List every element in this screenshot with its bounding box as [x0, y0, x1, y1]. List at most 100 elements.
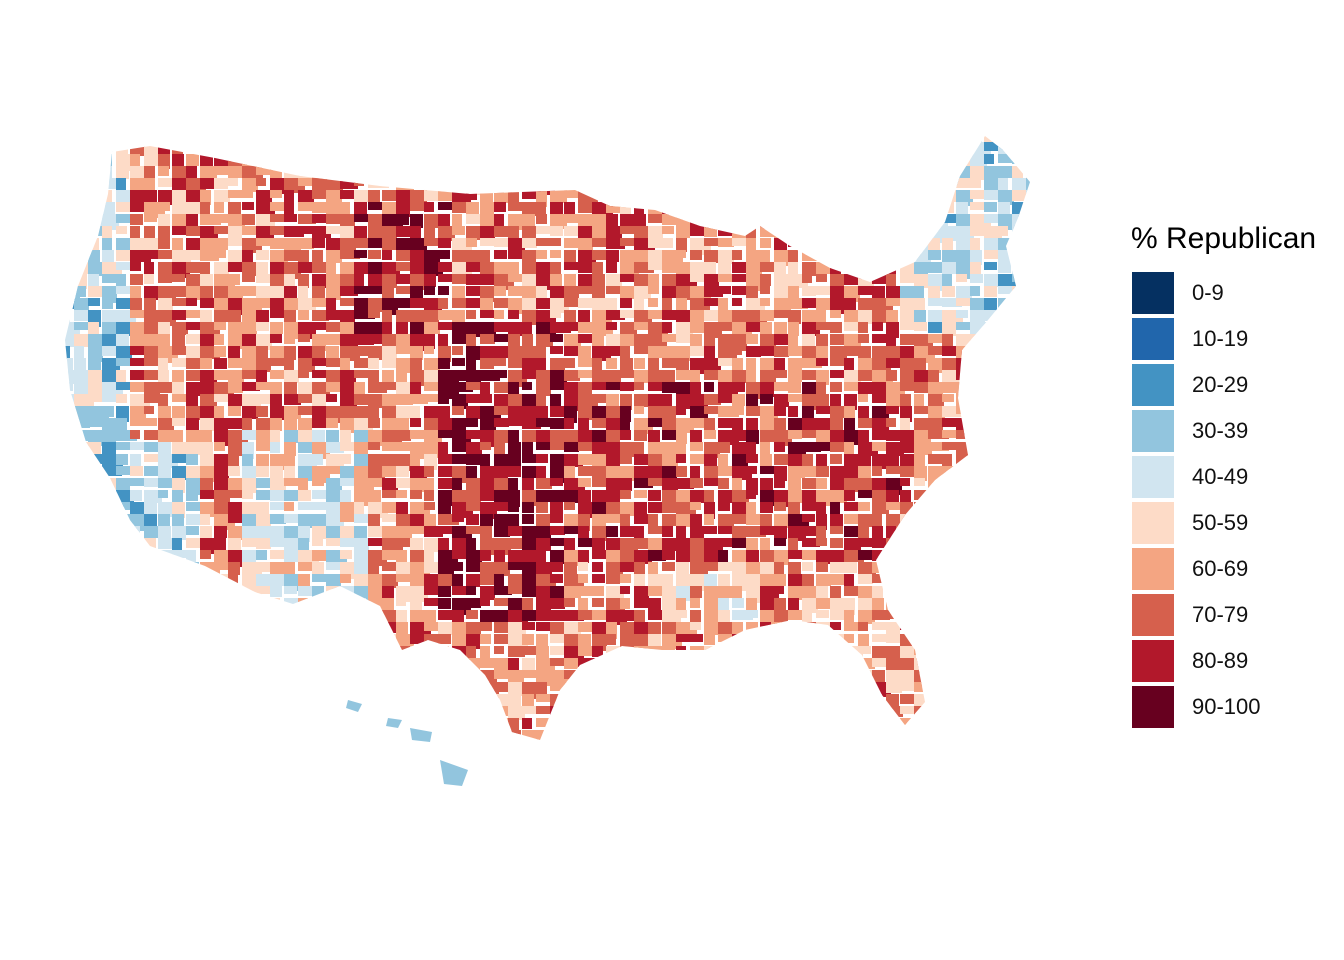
county-cell — [872, 262, 888, 274]
county-cell — [88, 526, 103, 538]
county-cell — [872, 178, 890, 194]
county-cell — [200, 286, 213, 298]
county-cell — [760, 202, 778, 217]
county-cell — [452, 346, 463, 355]
county-cell — [578, 694, 592, 711]
county-cell — [830, 538, 843, 548]
county-cell — [690, 670, 704, 686]
county-cell — [284, 526, 302, 540]
county-cell — [508, 406, 526, 419]
county-cell — [956, 442, 976, 456]
county-cell — [74, 286, 86, 297]
county-cell — [900, 586, 910, 601]
county-cell — [550, 490, 564, 502]
county-cell — [788, 586, 805, 600]
county-cell — [816, 694, 835, 708]
county-cell — [494, 346, 508, 358]
county-cell — [350, 744, 360, 752]
county-cell — [928, 262, 944, 273]
county-cell — [774, 610, 788, 626]
county-cell — [564, 694, 583, 705]
county-cell — [158, 658, 177, 674]
county-cell — [774, 274, 790, 286]
county-cell — [550, 442, 564, 450]
county-cell — [746, 346, 761, 357]
county-cell — [522, 646, 539, 655]
county-cell — [802, 178, 820, 191]
county-cell — [578, 478, 591, 487]
county-cell — [144, 622, 154, 639]
county-cell — [970, 718, 991, 728]
county-cell — [284, 562, 295, 576]
county-cell — [536, 154, 550, 166]
county-cell — [830, 142, 851, 159]
county-cell — [620, 562, 639, 572]
county-cell — [564, 238, 579, 248]
county-cell — [480, 154, 500, 168]
county-cell — [298, 730, 311, 740]
county-cell — [662, 658, 673, 670]
county-cell — [228, 226, 242, 238]
county-cell — [228, 658, 239, 671]
county-cell — [102, 658, 114, 668]
county-cell — [346, 700, 350, 704]
county-cell — [130, 478, 146, 486]
county-cell — [494, 430, 511, 443]
county-cell — [690, 178, 710, 194]
county-cell — [592, 478, 606, 487]
county-cell — [634, 610, 645, 624]
county-cell — [460, 712, 468, 720]
county-cell — [102, 370, 120, 383]
county-cell — [872, 550, 893, 561]
county-cell — [65, 250, 71, 264]
county-cell — [354, 598, 366, 612]
county-cell — [662, 430, 676, 440]
county-cell — [970, 682, 982, 695]
county-cell — [424, 286, 435, 295]
county-cell — [858, 622, 868, 631]
county-cell — [760, 406, 778, 418]
county-cell — [340, 574, 351, 583]
county-cell — [298, 370, 309, 378]
county-cell — [1012, 430, 1026, 444]
county-cell — [690, 742, 702, 759]
county-cell — [430, 768, 440, 776]
county-cell — [102, 154, 112, 169]
county-cell — [430, 784, 440, 786]
county-cell — [284, 454, 295, 467]
county-cell — [774, 382, 791, 391]
county-cell — [648, 238, 665, 248]
county-cell — [312, 178, 327, 191]
county-cell — [732, 598, 744, 608]
county-cell — [158, 610, 176, 621]
county-cell — [858, 166, 875, 174]
county-cell — [466, 274, 486, 285]
county-cell — [480, 418, 496, 430]
county-cell — [350, 776, 360, 784]
county-cell — [172, 274, 185, 282]
county-cell — [620, 730, 636, 740]
county-cell — [886, 454, 899, 466]
county-cell — [396, 322, 408, 334]
county-cell — [130, 382, 150, 392]
county-cell — [228, 598, 238, 607]
county-cell — [312, 742, 330, 757]
county-cell — [984, 622, 1005, 639]
county-cell — [606, 742, 623, 756]
county-cell — [746, 190, 763, 201]
county-cell — [662, 298, 672, 310]
county-cell — [704, 502, 715, 519]
county-cell — [326, 286, 341, 300]
county-cell — [1026, 574, 1030, 591]
county-cell — [380, 744, 390, 752]
county-cell — [830, 442, 845, 452]
county-cell — [844, 694, 859, 704]
county-cell — [788, 190, 805, 201]
county-cell — [774, 574, 786, 586]
county-cell — [65, 574, 74, 585]
county-cell — [214, 586, 230, 595]
county-cell — [816, 250, 837, 260]
county-cell — [438, 178, 450, 192]
county-cell — [424, 250, 440, 262]
county-cell — [270, 742, 285, 754]
